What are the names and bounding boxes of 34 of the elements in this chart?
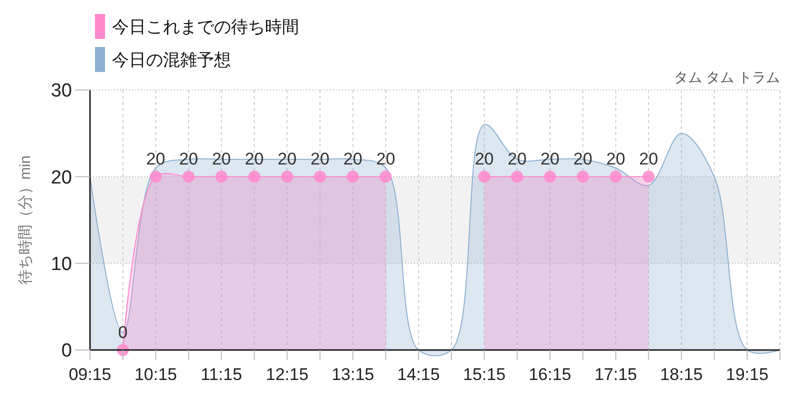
data-label: 20	[212, 150, 231, 169]
x-tick-label: 12:15	[266, 365, 308, 384]
legend-label: 今日の混雑予想	[112, 50, 231, 70]
data-label: 20	[146, 150, 166, 169]
y-tick-label: 10	[50, 254, 72, 275]
x-tick-label: 13:15	[332, 365, 374, 384]
x-tick-label: 14:15	[397, 365, 440, 384]
x-tick-label: 15:15	[463, 365, 506, 384]
chart-title: タム タム トラム	[674, 69, 780, 85]
data-label: 20	[376, 150, 396, 169]
y-tick-label: 30	[50, 80, 72, 102]
data-label: 20	[606, 150, 626, 169]
x-tick-label: 11:15	[200, 365, 242, 384]
x-tick-label: 18:15	[660, 365, 703, 384]
data-label: 20	[540, 150, 560, 169]
data-label: 20	[508, 150, 527, 169]
data-label: 20	[573, 150, 592, 169]
x-tick-label: 17:15	[594, 365, 637, 384]
data-label: 0	[118, 323, 128, 342]
data-label: 20	[278, 150, 297, 169]
data-label: 20	[343, 150, 362, 169]
x-tick-label: 16:15	[528, 365, 572, 384]
data-label: 20	[310, 150, 330, 169]
x-tick-label: 09:15	[68, 365, 112, 384]
y-tick-label: 0	[61, 340, 72, 362]
y-axis-title: 待ち時間（分）min	[17, 155, 34, 285]
data-label: 20	[179, 150, 198, 169]
y-tick-label: 20	[50, 167, 72, 188]
x-tick-label: 19:15	[726, 365, 768, 384]
data-label: 20	[244, 150, 264, 169]
data-label: 20	[474, 150, 494, 169]
x-tick-label: 10:15	[134, 365, 177, 384]
legend-label: 今日これまでの待ち時間	[112, 17, 299, 36]
data-label: 20	[639, 150, 658, 169]
